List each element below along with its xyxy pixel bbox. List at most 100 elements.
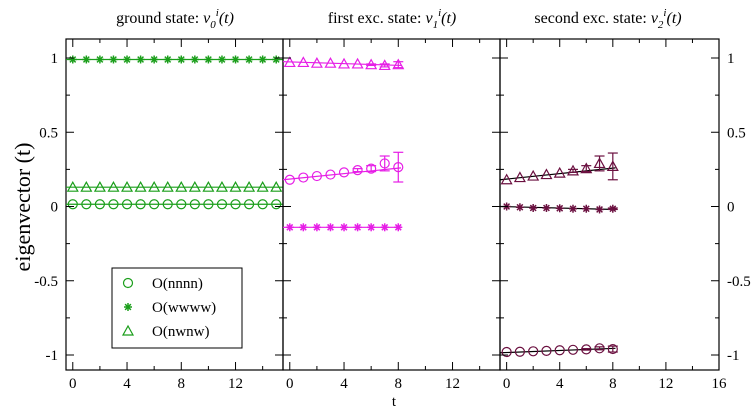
x-tick-label: 4 (340, 376, 348, 392)
y-tick-label-right: 1 (727, 51, 735, 67)
title-subscript: 0 (210, 19, 216, 31)
title-symbol: v (425, 10, 433, 27)
data-point (243, 199, 255, 210)
panel-2: 0 4 8 12 16 (499, 38, 727, 392)
data-point (81, 199, 92, 210)
data-point (258, 55, 267, 64)
panel-1: 0 4 8 12 (282, 38, 501, 392)
data-point (325, 169, 336, 180)
data-point (554, 345, 565, 356)
error-bar (581, 348, 592, 351)
data-point (608, 204, 617, 213)
data-point (542, 203, 551, 212)
data-point (230, 199, 241, 210)
x-tick-label: 8 (395, 376, 403, 392)
legend-entry: O(nnnn) (122, 276, 203, 292)
plot-panels: 0 4 8 12 0 4 8 12 0 4 8 12 16 (65, 38, 727, 392)
title-prefix: ground state: (116, 10, 203, 27)
x-tick-label: 4 (556, 376, 564, 392)
data-point (189, 199, 200, 210)
data-point (283, 56, 296, 68)
data-point (66, 180, 79, 192)
data-point (245, 55, 254, 64)
data-point (297, 56, 310, 68)
data-point (215, 180, 228, 192)
data-point (298, 172, 309, 183)
data-point (569, 204, 577, 213)
data-point (380, 223, 389, 232)
data-point (217, 55, 226, 64)
legend-label: O(nnnn) (152, 276, 203, 292)
data-point (256, 180, 269, 192)
y-tick-label-left: 0 (51, 200, 59, 216)
data-point (285, 223, 294, 232)
data-point (378, 59, 391, 71)
x-tick-label: 0 (503, 376, 511, 392)
data-point (271, 199, 282, 210)
legend-marker (124, 303, 132, 311)
axes: 1 1 0.5 0.5 0 0 -0.5 -0.5 -1 -1 (34, 51, 751, 364)
data-point (566, 164, 580, 176)
data-point (594, 343, 605, 354)
data-point (175, 180, 188, 192)
data-point (190, 55, 199, 64)
y-tick-label-left: 0.5 (39, 125, 58, 141)
error-bar (352, 168, 363, 173)
legend-entry: O(wwww) (124, 300, 216, 316)
data-point (527, 169, 540, 181)
legend-entry: O(nwnw) (121, 324, 210, 340)
x-tick-label: 12 (445, 376, 460, 392)
data-point (123, 55, 132, 64)
data-point (595, 205, 604, 214)
y-axis: 1 1 0.5 0.5 0 0 -0.5 -0.5 -1 -1 (34, 51, 751, 364)
data-point (567, 344, 579, 355)
series-O(wwww) (499, 202, 618, 214)
title-suffix: (t) (219, 10, 234, 27)
svg-text:ground state: v0i(t): ground state: v0i(t) (116, 7, 234, 31)
data-point (352, 165, 363, 176)
legend: O(nnnn) O(wwww) O(nwnw) (111, 267, 243, 349)
fit-line (282, 167, 402, 181)
data-point (513, 171, 526, 183)
error-bar (607, 152, 618, 181)
title-superscript: i (663, 7, 666, 19)
data-point (135, 199, 146, 210)
data-point (270, 180, 283, 192)
data-point (243, 180, 256, 192)
data-point (541, 345, 552, 356)
panel-frame-2 (499, 38, 720, 371)
x-tick-label: 0 (69, 376, 77, 392)
data-point (80, 180, 93, 192)
error-bar (581, 165, 592, 173)
data-point (257, 199, 268, 210)
data-point (500, 173, 513, 185)
y-axis-label: eigenvector (t) (10, 143, 35, 272)
title-prefix: second exc. state: (534, 10, 650, 27)
data-point (202, 180, 215, 192)
title-superscript: i (438, 7, 441, 19)
panel-frame-1 (282, 38, 501, 371)
data-point (338, 167, 350, 178)
error-bar (393, 151, 404, 183)
x-tick-label: 12 (658, 376, 673, 392)
series-O(nnnn) (499, 343, 618, 358)
data-point (148, 180, 161, 192)
data-point (94, 199, 106, 210)
data-point (340, 223, 349, 232)
data-point (231, 55, 240, 64)
data-point (284, 174, 295, 185)
y-tick-label-right: -1 (727, 348, 740, 364)
y-tick-label-right: 0 (727, 200, 735, 216)
series-O(wwww) (283, 223, 403, 232)
data-point (93, 180, 106, 192)
legend-marker (121, 324, 135, 336)
data-point (324, 56, 337, 68)
data-point (299, 223, 308, 232)
data-point (162, 199, 173, 210)
panel-titles: ground state: v0i(t) first exc. state: v1… (116, 7, 682, 31)
data-point (108, 199, 119, 210)
data-point (312, 223, 321, 232)
svg-text:second exc. state: v2i(t): second exc. state: v2i(t) (534, 7, 681, 31)
y-tick-label-left: -1 (46, 348, 59, 364)
